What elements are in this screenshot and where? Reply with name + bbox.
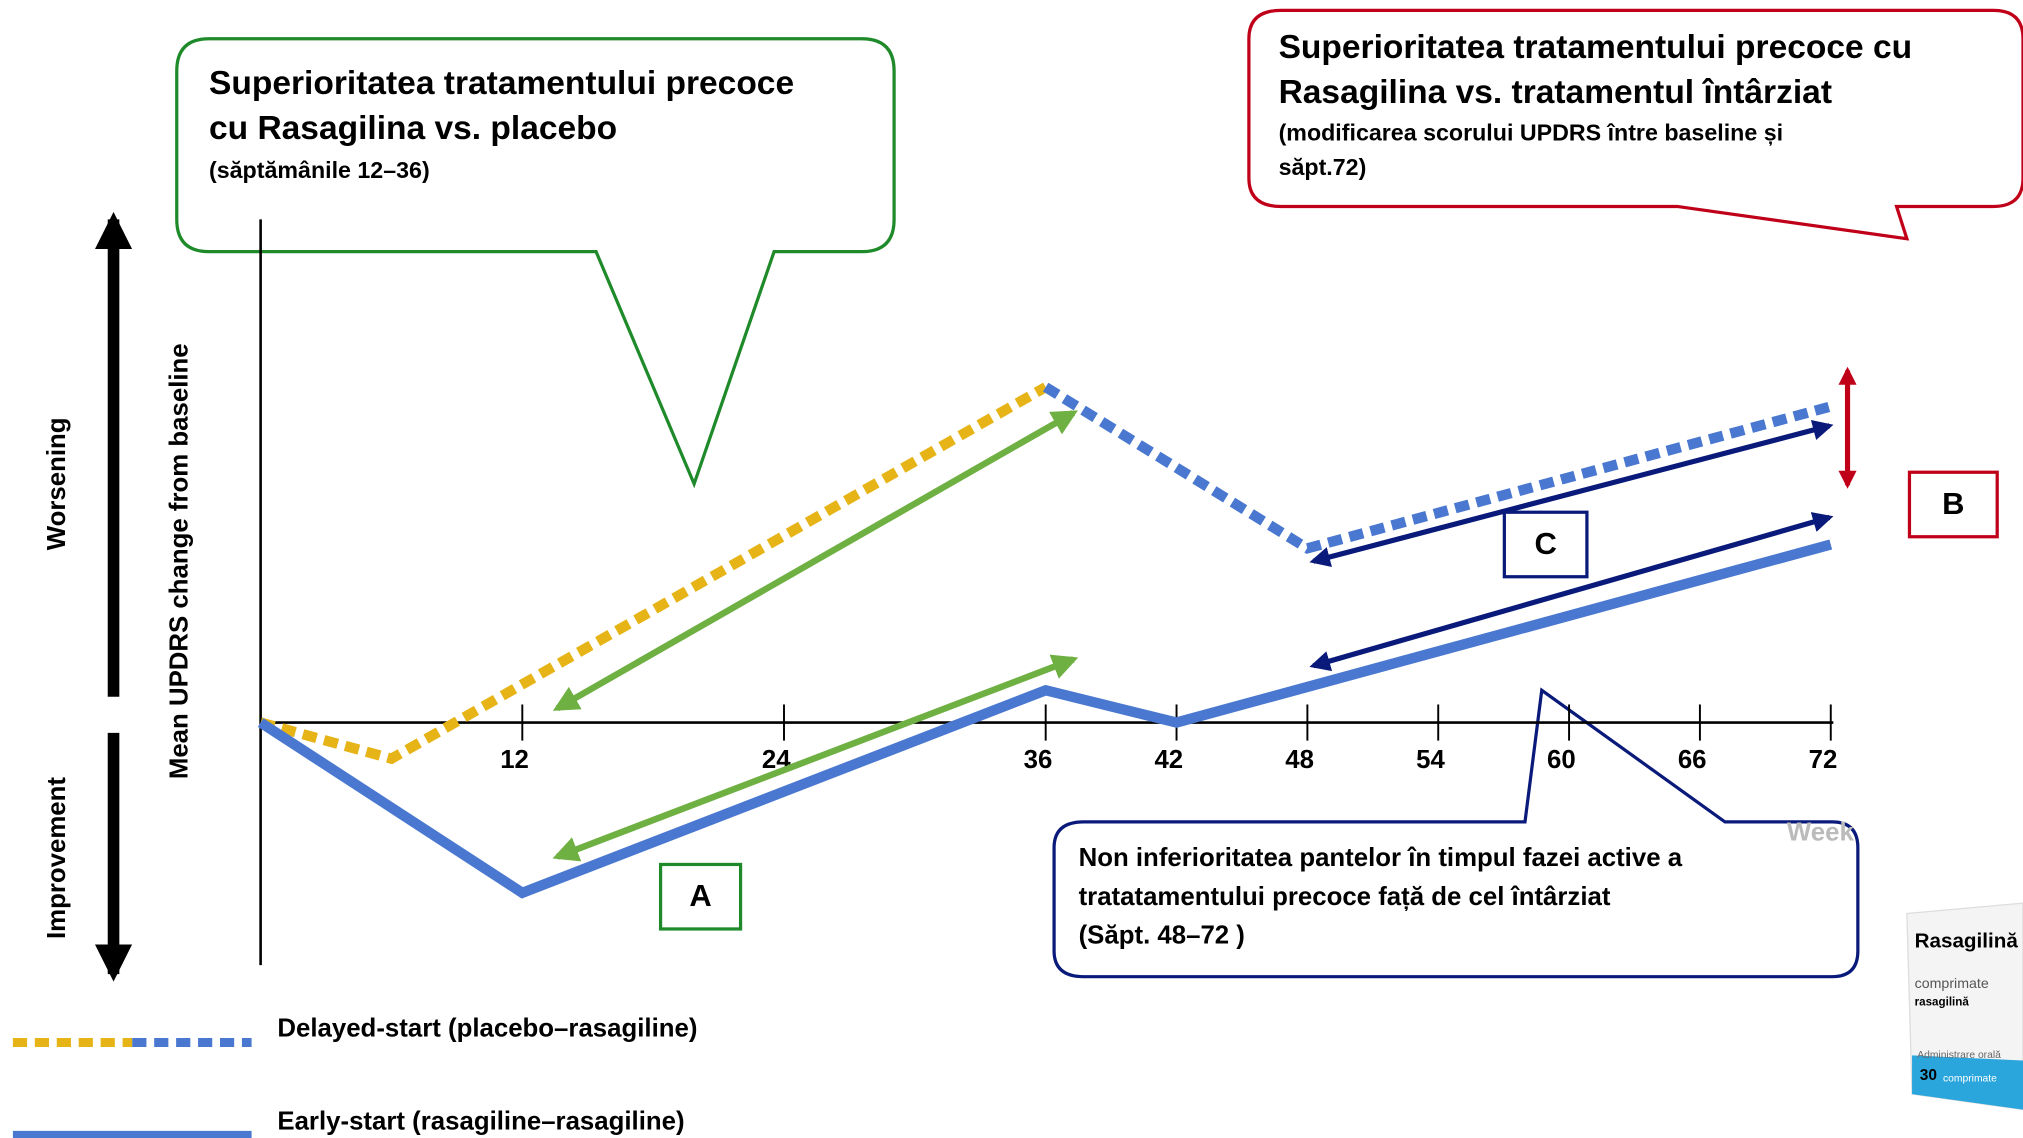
callout-text: tratatamentului precoce față de cel întâ… xyxy=(1079,883,1611,911)
callout-note: (modificarea scorului UPDRS între baseli… xyxy=(1279,119,1784,146)
product-route: Administrare orală xyxy=(1917,1050,2001,1061)
callout-title: Superioritatea tratamentului precoce cu xyxy=(1279,29,1913,66)
legend-label: Delayed-start (placebo–rasagiline) xyxy=(277,1014,697,1042)
callout-note: (săptămânile 12–36) xyxy=(209,157,430,183)
y-axis-label: Mean UPDRS change from baseline xyxy=(165,343,193,779)
x-tick-label: 60 xyxy=(1547,746,1576,774)
x-tick-label: 54 xyxy=(1416,746,1445,774)
x-tick-label: 36 xyxy=(1024,746,1053,774)
x-tick-label: 72 xyxy=(1809,746,1838,774)
x-tick-label: 48 xyxy=(1285,746,1314,774)
marker-b: B xyxy=(1942,486,1964,521)
callout-note: săpt.72) xyxy=(1279,154,1367,180)
x-axis-label: Week xyxy=(1787,818,1855,846)
product-form: comprimate xyxy=(1915,976,1989,992)
product-substance: rasagilină xyxy=(1915,996,1970,1009)
callout-title: cu Rasagilina vs. placebo xyxy=(209,110,617,147)
series-line xyxy=(1046,387,1831,548)
legend-label: Early-start (rasagiline–rasagiline) xyxy=(277,1107,684,1135)
callout-text: Non inferioritatea pantelor în timpul fa… xyxy=(1079,844,1683,872)
product-count-unit: comprimate xyxy=(1943,1073,1997,1084)
product-box: Rasagilină comprimate rasagilină Adminis… xyxy=(1907,903,2023,1109)
callout-green xyxy=(177,39,894,484)
marker-c: C xyxy=(1534,526,1556,561)
chart: Superioritatea tratamentului precoce cu R… xyxy=(0,0,2023,1138)
green-arrow xyxy=(557,659,1073,856)
worsening-label: Worsening xyxy=(43,417,71,550)
callout-text: (Săpt. 48–72 ) xyxy=(1079,922,1245,950)
x-tick-label: 12 xyxy=(500,746,529,774)
green-arrow xyxy=(557,413,1073,708)
callout-title: Rasagilina vs. tratamentul întârziat xyxy=(1279,74,1832,111)
product-name: Rasagilină xyxy=(1915,929,2019,952)
improvement-label: Improvement xyxy=(43,777,71,939)
x-tick-label: 66 xyxy=(1678,746,1707,774)
x-tick-label: 42 xyxy=(1154,746,1183,774)
series-line xyxy=(261,387,1046,759)
marker-a: A xyxy=(689,878,711,913)
product-count: 30 xyxy=(1920,1067,1937,1084)
callout-title: Superioritatea tratamentului precoce xyxy=(209,65,794,102)
